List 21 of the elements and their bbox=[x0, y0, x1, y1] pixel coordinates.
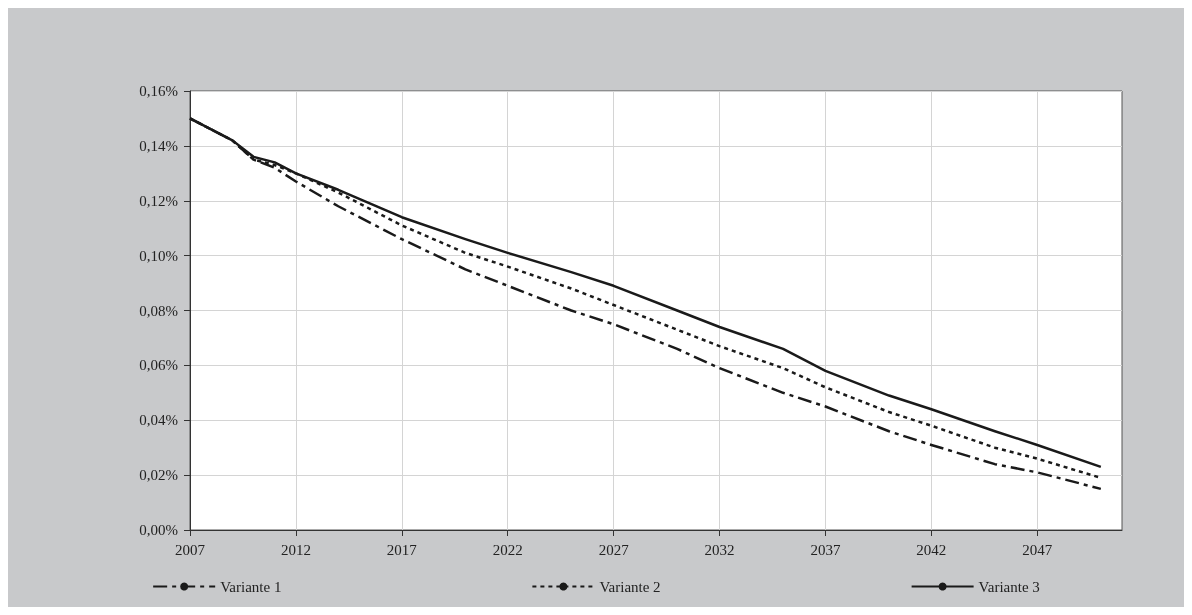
y-tick-label: 0,02% bbox=[139, 467, 178, 484]
y-tick-label: 0,00% bbox=[139, 522, 178, 538]
y-tick-label: 0,08% bbox=[139, 302, 178, 319]
x-tick-label: 2012 bbox=[280, 541, 311, 558]
x-tick-label: 2022 bbox=[492, 541, 523, 558]
y-tick-label: 0,16% bbox=[139, 83, 178, 99]
legend-label: Variante 3 bbox=[978, 578, 1040, 595]
x-tick-label: 2037 bbox=[810, 541, 841, 558]
x-tick-label: 2032 bbox=[704, 541, 735, 558]
x-tick-label: 2017 bbox=[386, 541, 418, 558]
legend-label: Variante 1 bbox=[220, 578, 282, 595]
y-tick-label: 0,14% bbox=[139, 137, 178, 154]
y-tick-label: 0,04% bbox=[139, 412, 178, 429]
x-tick-label: 2027 bbox=[598, 541, 630, 558]
x-tick-label: 2007 bbox=[175, 541, 206, 558]
y-tick-label: 0,10% bbox=[139, 247, 178, 264]
y-tick-label: 0,12% bbox=[139, 192, 178, 209]
legend-label: Variante 2 bbox=[599, 578, 661, 595]
x-tick-label: 2042 bbox=[916, 541, 947, 558]
x-tick-label: 2047 bbox=[1022, 541, 1053, 558]
y-tick-label: 0,06% bbox=[139, 357, 178, 374]
